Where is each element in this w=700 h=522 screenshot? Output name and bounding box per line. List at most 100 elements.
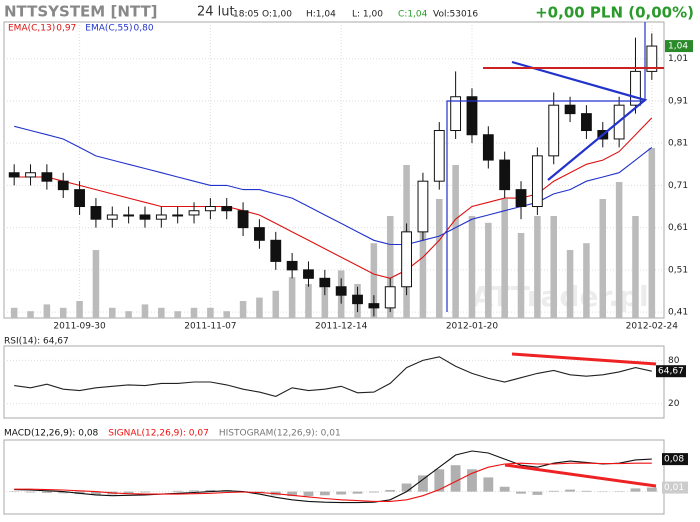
y-tick-label: 0,51 [668, 265, 688, 275]
histogram-bar [467, 469, 477, 492]
candle-body [515, 189, 527, 208]
last-price-box [665, 40, 693, 53]
histogram-bar [516, 491, 526, 494]
candle-body [41, 172, 53, 182]
histogram-bar [548, 490, 559, 492]
legend: MACD(12,26,9): 0,08 [4, 429, 99, 439]
candle-body [172, 214, 184, 217]
volume-bar [10, 307, 18, 318]
high: H:1,04 [306, 10, 336, 20]
x-tick-label: 2012-02-24 [626, 322, 679, 332]
volume-bar [615, 182, 623, 318]
legend-value: 0,97 [56, 24, 76, 34]
histogram-bar [319, 491, 330, 496]
candle-body [270, 239, 282, 262]
candle-body [8, 172, 20, 178]
candle-body [646, 45, 658, 72]
histogram-bar [336, 491, 347, 495]
open: O:1,00 [262, 10, 292, 20]
macd-divergence [504, 463, 657, 488]
series-line [14, 462, 652, 502]
histogram-bar [287, 491, 298, 497]
series-line [14, 356, 652, 397]
volume-bar [599, 199, 607, 318]
volume-bar [534, 216, 541, 318]
macd-frame [3, 439, 665, 515]
low: L: 1,00 [352, 10, 383, 20]
histogram-bar [352, 491, 363, 494]
candle-body [139, 214, 151, 220]
volume-bar [92, 250, 100, 318]
histogram-bar [303, 491, 314, 497]
y-tick-label: 0,91 [668, 96, 688, 106]
candle-body [433, 130, 445, 182]
candle-body [221, 206, 233, 212]
volume-bar [321, 287, 329, 318]
rsi-frame [3, 345, 665, 419]
legend-name: EMA(C,55) [85, 24, 132, 34]
volume-bar [436, 199, 443, 318]
candle-body [155, 214, 167, 220]
drawn-trendlines [446, 22, 664, 488]
candle-body [319, 277, 331, 288]
histogram-bar [368, 491, 379, 493]
legend-name: EMA(C,13) [8, 24, 55, 34]
volume-bar [517, 233, 525, 318]
last-price-label: 1,04 [668, 42, 688, 52]
candle-body [254, 227, 265, 241]
histogram-bar [172, 490, 183, 492]
volume-bar [158, 307, 165, 318]
x-tick-label: 2011-11-07 [184, 322, 236, 332]
trend-box [446, 100, 645, 312]
volume-bar [174, 311, 181, 318]
volume-bar [27, 311, 34, 318]
series-line [14, 125, 653, 246]
volume-bar [632, 216, 639, 318]
change: +0,00 PLN (0,00%) [535, 4, 694, 22]
histogram-bar [499, 486, 510, 492]
y-tick-label: 0,61 [668, 223, 688, 233]
y-tick-label: 0,81 [668, 139, 688, 149]
candle-body [237, 210, 249, 229]
histogram-bar [189, 490, 199, 492]
candle-body [303, 269, 314, 279]
histogram-bar [450, 465, 461, 492]
candle-body [548, 104, 560, 157]
candle-body [466, 96, 478, 136]
histogram-bar [418, 475, 428, 492]
histogram-bar [581, 490, 592, 492]
last-value-box [662, 481, 688, 494]
candle-body [57, 180, 69, 191]
volume: Vol:53016 [433, 10, 478, 20]
y-tick-label: 0,41 [668, 308, 688, 318]
candle-body [450, 96, 462, 132]
volume-bar [501, 199, 508, 318]
candle-body [384, 286, 396, 309]
histogram-bar [532, 491, 543, 495]
histogram-bar [401, 483, 412, 492]
x-tick-label: 2011-09-30 [53, 322, 106, 332]
volume-bar [386, 216, 394, 318]
x-tick-label: 2012-01-20 [446, 322, 499, 332]
volume-bar [190, 307, 198, 318]
y-tick-label: 0,71 [668, 181, 688, 191]
candle-body [417, 180, 429, 233]
volume-bar [76, 301, 83, 318]
candle-body [564, 104, 576, 115]
candle-body [499, 159, 511, 191]
last-value-box [662, 453, 688, 466]
y-tick-label: 80 [668, 356, 680, 366]
last-value-label: 0,01 [664, 483, 684, 493]
rsi-divergence [511, 352, 657, 366]
histogram-bar [41, 491, 52, 493]
histogram-bar [630, 488, 641, 492]
candle-body [352, 294, 363, 305]
volume-bar [452, 165, 459, 318]
legend: HISTOGRAM(12,26,9): 0,01 [219, 429, 341, 439]
candle-body [286, 260, 298, 271]
volume-bar [485, 222, 492, 318]
price-frame [3, 21, 665, 319]
series-line [14, 450, 652, 504]
